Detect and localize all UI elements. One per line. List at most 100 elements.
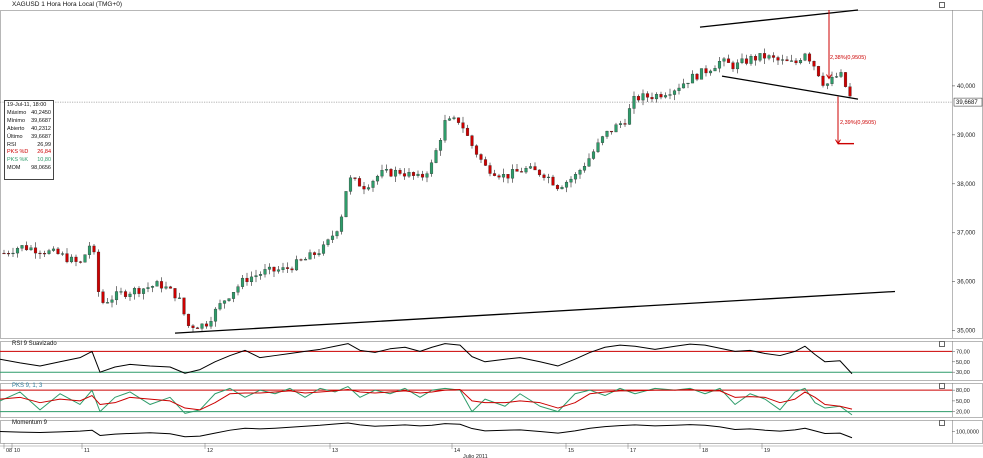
candle-body [551,176,555,186]
candle-body [708,70,713,74]
candle-body [362,186,366,190]
candle-body [303,258,308,261]
candle-body [848,86,852,97]
candle-body [452,117,456,119]
candle-body [51,248,56,251]
momentum-panel-maximize-button[interactable] [939,420,945,426]
data-window-label: PKS %K [7,157,29,164]
price-y-tick-label: 37,000 [957,231,976,237]
candle-body [195,327,200,329]
candle-body [218,303,222,310]
candle-body [92,245,96,253]
x-tick-label: 10 [14,448,20,454]
candle-body [159,281,164,289]
candle-body [839,72,843,77]
candle-body [344,191,348,218]
candle-body [744,58,749,64]
panel-frames [0,10,983,447]
candle-body [479,154,483,160]
candle-body [816,66,821,77]
candle-body [749,56,753,64]
candle-body [29,247,33,251]
data-window-label: Mínimo [7,117,26,124]
candle-body [695,73,699,80]
candle-body [200,323,204,329]
candle-body [141,288,146,294]
pks-panel-maximize-button[interactable] [939,383,945,389]
candle-body [641,93,645,101]
pks-panel-title: PKS 9, 1, 3 [12,383,43,389]
candle-body [213,308,218,322]
candle-body [357,178,362,187]
candle-body [618,123,623,125]
candle-body [528,166,533,169]
x-tick-label: 19 [764,448,770,454]
data-window-row: Máximo 40,2450 [7,110,51,118]
candle-body [96,251,101,292]
rsi-panel [0,343,952,375]
candle-body [123,291,128,297]
candle-body [758,53,762,61]
candle-body [353,177,357,179]
chart-title: XAGUSD 1 Hora Hora Local (TMG+0) [12,1,122,8]
momentum-panel-title: Momentum 9 [12,420,48,426]
price-panel-maximize-button[interactable] [939,2,945,8]
x-tick-label: 15 [568,448,574,454]
rsi-panel-title: RSI 9 Suavizado [12,341,57,347]
rsi-y-tick-label: 30,00 [956,370,970,376]
candle-body [375,175,380,182]
candle-body [254,275,258,278]
candle-body [614,124,618,133]
candle-body [762,53,767,59]
candle-body [785,59,789,62]
candle-body [393,169,398,177]
candle-body [587,158,591,167]
candle-body [627,108,632,125]
candle-body [560,187,564,190]
candle-body [38,252,42,255]
candle-body [24,245,29,251]
candle-body [825,83,830,86]
candle-body [6,253,11,255]
x-tick-label: 08 [6,448,12,454]
candle-body [470,135,474,146]
candle-body [290,268,294,271]
rsi-y-tick-label: 50,00 [956,360,970,366]
candle-body [128,293,132,297]
candle-body [654,94,659,100]
candle-body [843,72,848,87]
data-window-date: 19-Jul-11, 18:00 [7,102,47,108]
price-y-tick-label: 40,000 [957,84,976,90]
candle-body [168,286,173,289]
pks-y-tick-label: 80,00 [956,388,970,394]
candle-body [114,291,119,301]
data-window: 19-Jul-11, 18:00 Máximo 40,2450 Mínimo 39,6… [4,100,54,180]
candle-body [155,281,159,287]
trendline [174,290,896,334]
candle-body [807,53,812,62]
x-tick-label: 13 [332,448,338,454]
pks-frame [0,383,983,418]
data-window-row: Último 39,6687 [7,134,51,142]
rsi-y-tick-label: 70,00 [956,349,970,355]
data-window-row: Abierto 40,2312 [7,126,51,134]
candle-body [263,269,267,275]
data-window-label: MOM [7,165,21,172]
rsi-panel-maximize-button[interactable] [939,341,945,347]
data-window-label: Abierto [7,125,25,132]
data-window-value: 39,6687 [31,133,51,140]
x-tick-label: 11 [84,448,90,454]
candle-body [438,140,443,151]
candle-body [245,277,249,283]
candle-body [465,127,470,136]
candle-body [2,252,6,255]
candle-body [110,299,114,303]
x-tick-label: 18 [702,448,708,454]
candle-body [830,77,834,84]
candle-body [578,170,582,175]
projection-arrow-head [826,74,832,80]
data-window-row: RSI 26,99 [7,142,51,150]
x-tick-label: 17 [630,448,636,454]
candle-body [443,120,447,141]
candle-body [132,288,137,295]
